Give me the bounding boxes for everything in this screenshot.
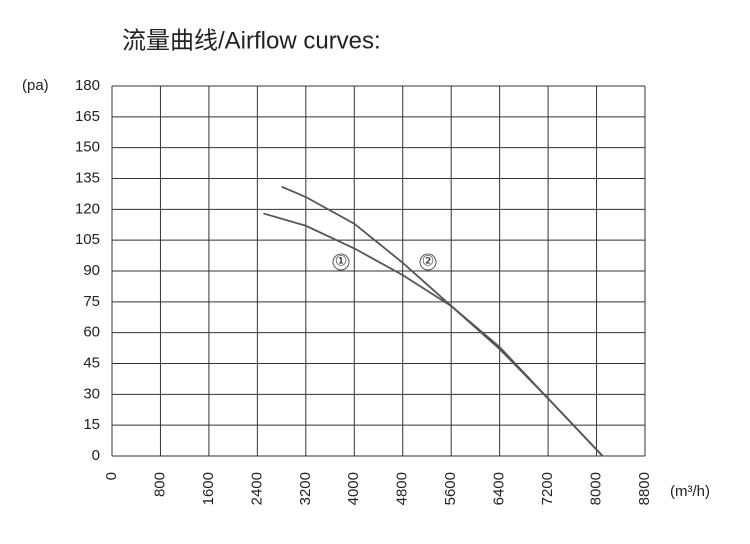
x-tick-label: 1600	[200, 472, 217, 505]
x-tick-label: 4800	[394, 472, 411, 505]
x-tick-label: 3200	[297, 472, 314, 505]
x-tick-label: 8800	[636, 472, 653, 505]
y-tick-label: 165	[75, 108, 100, 125]
x-tick-label: 800	[151, 472, 168, 497]
curve	[263, 212, 604, 457]
x-tick-label: 7200	[539, 472, 556, 505]
x-tick-label: 5600	[442, 472, 459, 505]
y-tick-label: 15	[83, 416, 100, 433]
x-tick-label: 2400	[248, 472, 265, 505]
y-tick-label: 135	[75, 169, 100, 186]
y-tick-label: 75	[83, 293, 100, 310]
y-tick-label: 120	[75, 200, 100, 217]
x-axis-label: (m³/h)	[670, 483, 710, 500]
curve-label: ①	[335, 253, 348, 269]
curve-label-ring	[419, 253, 437, 271]
y-tick-label: 180	[75, 77, 100, 94]
y-tick-label: 105	[75, 231, 100, 248]
y-tick-label: 0	[92, 447, 100, 464]
chart-title: 流量曲线/Airflow curves:	[122, 27, 381, 54]
curve	[281, 185, 604, 457]
x-tick-label: 0	[103, 472, 120, 480]
y-tick-label: 90	[83, 262, 100, 279]
y-tick-label: 60	[83, 324, 100, 341]
x-tick-label: 4000	[345, 472, 362, 505]
x-tick-label: 8000	[588, 472, 605, 505]
curve-label: ②	[422, 253, 435, 269]
y-tick-label: 150	[75, 139, 100, 156]
x-tick-label: 6400	[491, 472, 508, 505]
curve-label-ring	[332, 253, 350, 271]
y-tick-label: 45	[83, 354, 100, 371]
y-tick-label: 30	[83, 385, 100, 402]
y-axis-label: (pa)	[22, 77, 49, 94]
